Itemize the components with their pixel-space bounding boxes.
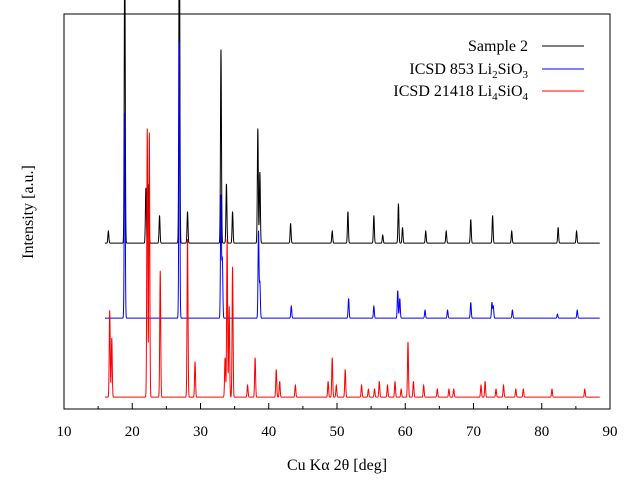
x-tick-label-70: 70 — [466, 424, 481, 440]
x-tick-label-40: 40 — [261, 424, 276, 440]
series-line-1 — [104, 0, 600, 244]
y-axis-label: Intensity [a.u.] — [20, 165, 37, 259]
x-tick-label-60: 60 — [398, 424, 413, 440]
series-line-2 — [104, 41, 600, 319]
x-axis: 10 20 30 40 50 60 70 80 90 — [57, 403, 618, 440]
x-tick-label-50: 50 — [330, 424, 345, 440]
x-tick-label-80: 80 — [534, 424, 549, 440]
x-tick-label-20: 20 — [125, 424, 140, 440]
x-axis-label: Cu Kα 2θ [deg] — [287, 457, 387, 474]
legend-label-2: ICSD 853 Li2SiO3 — [409, 61, 528, 81]
legend-label-3: ICSD 21418 Li4SiO4 — [393, 83, 528, 103]
x-tick-label-30: 30 — [193, 424, 208, 440]
x-tick-label-10: 10 — [57, 424, 72, 440]
series-line-3 — [104, 128, 600, 398]
x-tick-label-90: 90 — [603, 424, 618, 440]
series-layer — [104, 0, 600, 398]
legend-label-1: Sample 2 — [468, 38, 528, 55]
